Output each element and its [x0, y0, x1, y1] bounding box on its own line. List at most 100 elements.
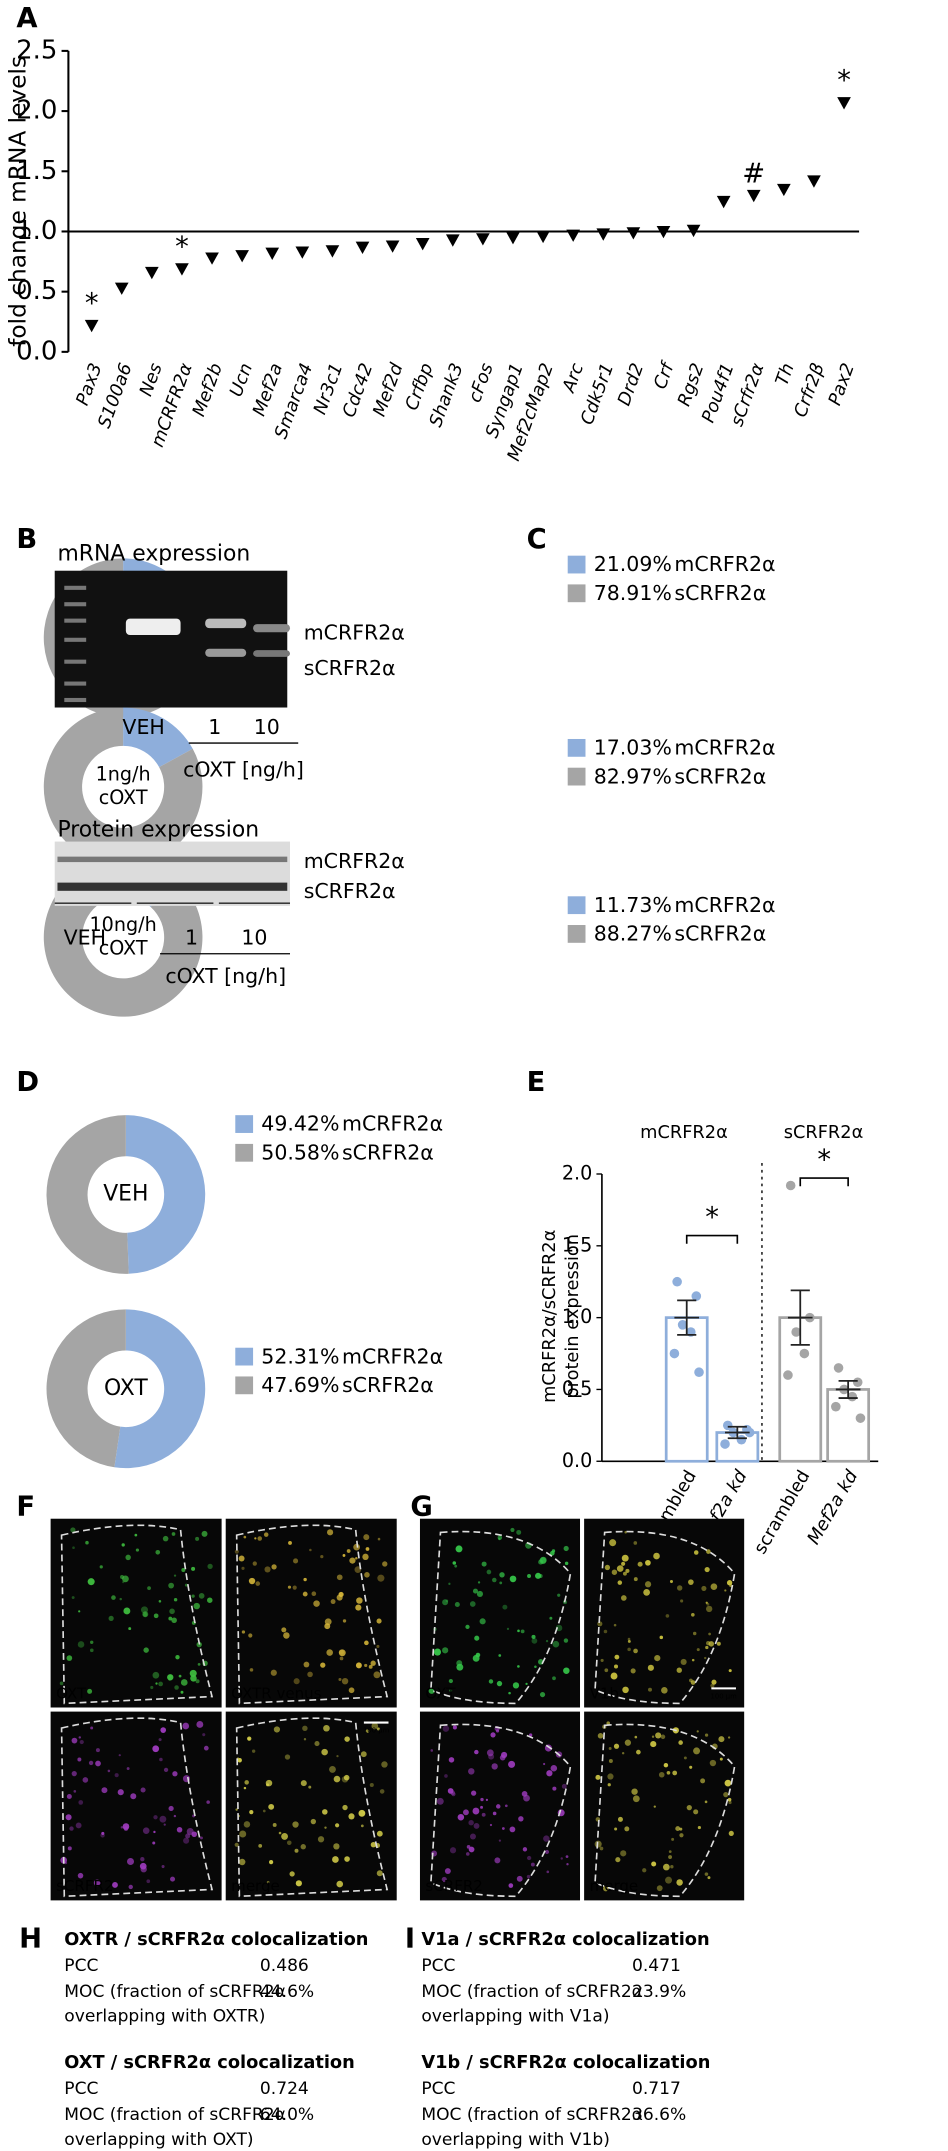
cell-signal [676, 1879, 683, 1886]
cell-signal [516, 1529, 522, 1535]
cell-signal [447, 1788, 454, 1794]
cell-signal [167, 1674, 174, 1681]
legend-label: sCRFR2α [342, 1373, 434, 1397]
cell-signal [658, 1771, 665, 1778]
cell-signal [480, 1805, 484, 1809]
cell-signal [693, 1747, 701, 1755]
cell-signal [691, 1658, 695, 1662]
cell-signal [609, 1539, 617, 1547]
table-value: 0.717 [632, 2079, 681, 2099]
marker [325, 245, 340, 258]
region-outline [594, 1723, 736, 1898]
table-value: 23.9% [632, 1982, 686, 2002]
data-point [691, 1291, 702, 1301]
cell-signal [241, 1630, 246, 1634]
cell-signal [544, 1849, 550, 1855]
annotation: * [837, 66, 851, 97]
cell-signal [191, 1831, 198, 1838]
table-title: OXT / sCRFR2α colocalization [64, 2052, 355, 2073]
cell-signal [678, 1740, 683, 1745]
cell-signal [262, 1809, 266, 1813]
cell-signal [93, 1879, 101, 1887]
cell-signal [442, 1725, 450, 1732]
x-tick-label: Drd2 [614, 360, 649, 408]
cell-signal [269, 1860, 274, 1865]
cell-signal [70, 1527, 76, 1533]
cell-signal [476, 1590, 484, 1598]
cell-signal [75, 1822, 82, 1829]
cell-signal [364, 1663, 368, 1668]
legend-label: mCRFR2α [342, 1112, 443, 1136]
micrograph [50, 1711, 222, 1901]
cell-signal [338, 1649, 346, 1657]
cell-signal [704, 1872, 709, 1876]
cell-signal [518, 1816, 524, 1822]
cell-signal [286, 1840, 292, 1846]
marker [626, 227, 641, 240]
cell-signal [452, 1725, 457, 1730]
table-value: 0.724 [260, 2079, 309, 2099]
cell-signal [139, 1862, 147, 1870]
error-bar [835, 1379, 861, 1399]
cell-signal [451, 1792, 456, 1797]
cell-signal [364, 1572, 370, 1578]
value-label: 78.91% [594, 581, 672, 605]
channel-label: V1b [590, 1684, 619, 1702]
cell-signal [680, 1658, 687, 1665]
cell-signal [501, 1751, 508, 1759]
cell-signal [248, 1577, 256, 1585]
data-point [785, 1180, 796, 1191]
marker [506, 232, 520, 245]
y-tick-label: 2.0 [562, 1161, 592, 1184]
y-tick-label: 0.5 [562, 1377, 592, 1400]
cell-signal [235, 1808, 238, 1811]
cell-signal [314, 1741, 320, 1747]
marker [837, 97, 851, 110]
cell-signal [490, 1732, 496, 1738]
cell-signal [322, 1809, 328, 1815]
cell-signal [495, 1729, 500, 1733]
cell-signal [653, 1552, 660, 1560]
data-point [722, 1420, 733, 1431]
cell-signal [189, 1669, 197, 1677]
cell-signal [265, 1779, 273, 1787]
cell-signal [613, 1664, 619, 1669]
cell-signal [118, 1754, 121, 1757]
channel-label: OXT [56, 1684, 87, 1702]
cell-signal [153, 1613, 159, 1619]
cell-signal [114, 1773, 119, 1778]
cell-signal [660, 1734, 666, 1740]
cell-signal [158, 1738, 162, 1742]
cell-signal [326, 1649, 333, 1656]
table-value: 0.471 [632, 1956, 681, 1976]
marker [716, 195, 731, 209]
donut-center-label: 10ng/h [90, 913, 157, 936]
cell-signal [696, 1648, 700, 1652]
cell-signal [346, 1549, 351, 1553]
cell-signal [709, 1759, 717, 1767]
cell-signal [627, 1647, 631, 1652]
cell-signal [343, 1774, 350, 1781]
cell-signal [436, 1797, 444, 1805]
cell-signal [333, 1843, 340, 1850]
cell-signal [321, 1748, 328, 1756]
cell-signal [67, 1846, 72, 1851]
cell-signal [495, 1804, 501, 1809]
cell-signal [77, 1872, 84, 1879]
cell-signal [512, 1682, 520, 1689]
cell-signal [520, 1629, 525, 1634]
legend-swatch [567, 738, 586, 757]
cell-signal [159, 1815, 167, 1823]
donut-segment [46, 1309, 126, 1468]
cell-signal [442, 1599, 449, 1606]
cell-signal [648, 1687, 652, 1692]
channel-label: merge [590, 1877, 639, 1895]
cell-signal [239, 1830, 247, 1838]
cell-signal [499, 1581, 503, 1585]
marker [415, 238, 430, 251]
marker [656, 225, 671, 239]
cell-signal [342, 1804, 348, 1811]
channel-label: sCRFR2 [56, 1877, 113, 1895]
table-value: 0.486 [260, 1956, 309, 1976]
cell-signal [381, 1761, 388, 1768]
